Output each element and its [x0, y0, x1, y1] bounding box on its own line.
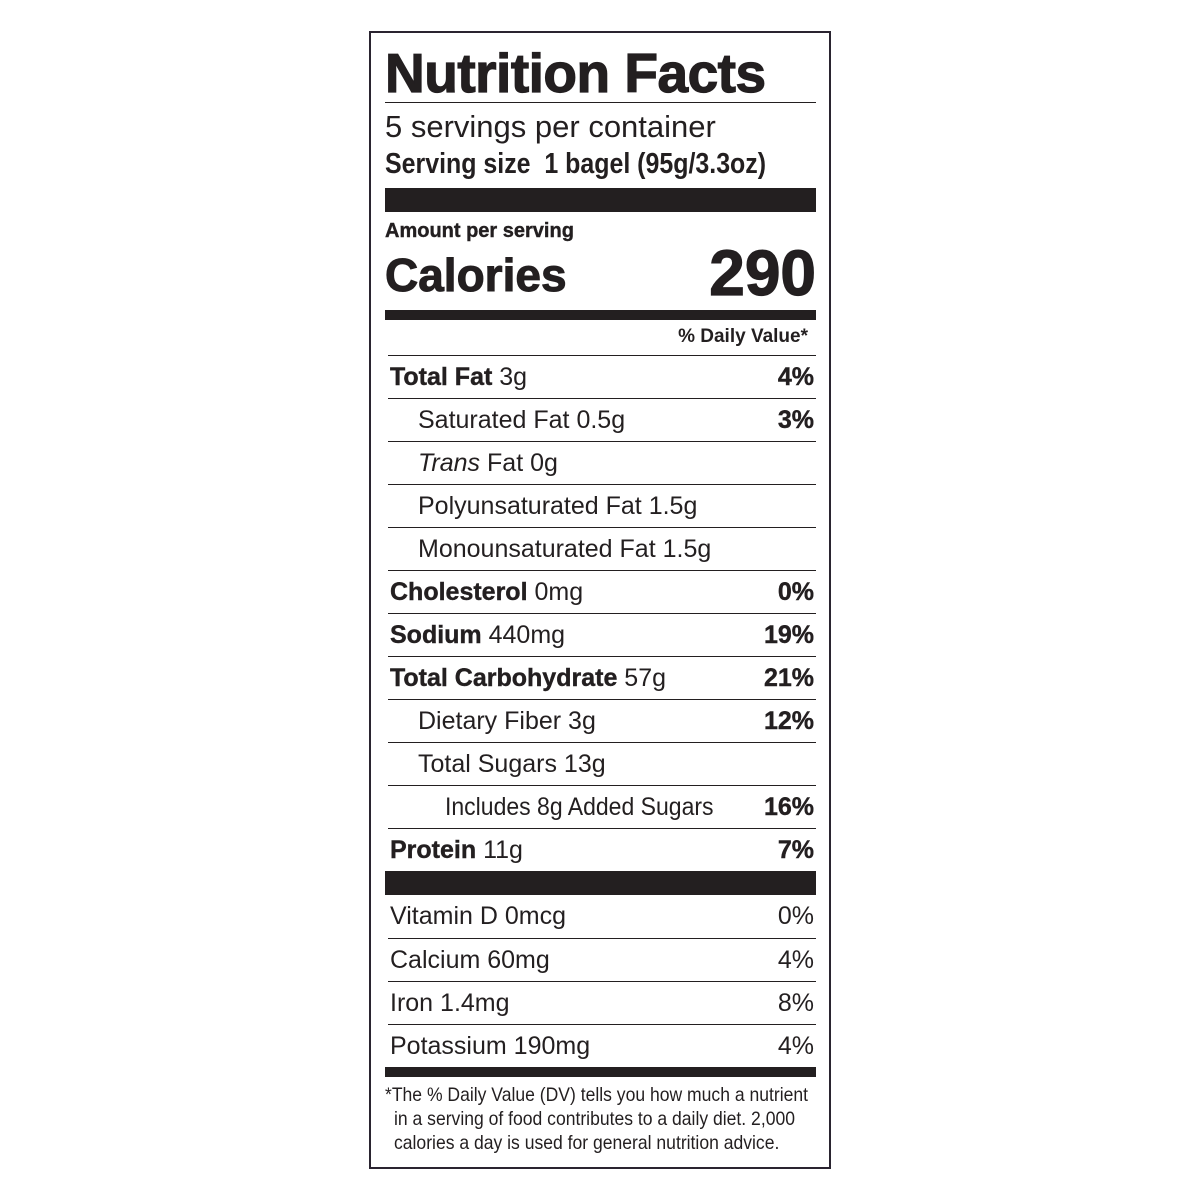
nutrient-row: Monounsaturated Fat 1.5g	[388, 527, 816, 570]
nutrient-row: Protein 11g 7%	[388, 828, 816, 871]
nutrition-facts-label: Nutrition Facts 5 servings per container…	[369, 31, 831, 1169]
thick-divider	[385, 871, 816, 895]
calories-row: Calories 290	[385, 236, 817, 309]
divider	[385, 102, 816, 103]
vitamin-row: Calcium 60mg 4%	[388, 938, 816, 981]
calories-label: Calories	[385, 249, 568, 302]
vitamin-row: Iron 1.4mg 8%	[388, 981, 816, 1024]
vitamin-row: Vitamin D 0mcg 0%	[390, 902, 814, 930]
serving-size: Serving size 1 bagel (95g/3.3oz)	[385, 146, 815, 182]
medium-divider	[385, 310, 816, 320]
label-title: Nutrition Facts	[384, 41, 766, 104]
nutrient-row: Total Fat 3g 4%	[388, 355, 816, 398]
nutrient-row: Polyunsaturated Fat 1.5g	[388, 484, 816, 527]
footnote: *The % Daily Value (DV) tells you how mu…	[385, 1084, 809, 1154]
serving-size-value: 1 bagel (95g/3.3oz)	[544, 148, 767, 180]
servings-per-container: 5 servings per container	[385, 109, 716, 144]
nutrient-row: Includes 8g Added Sugars 16%	[388, 785, 816, 828]
nutrient-row: Total Carbohydrate 57g 21%	[388, 656, 816, 699]
vitamin-row: Potassium 190mg 4%	[388, 1024, 816, 1067]
nutrient-row: Dietary Fiber 3g 12%	[388, 699, 816, 742]
amount-per-serving: Amount per serving	[385, 220, 574, 242]
nutrient-row: Saturated Fat 0.5g 3%	[388, 398, 816, 441]
calories-value: 290	[709, 236, 817, 309]
nutrient-row: Cholesterol 0mg 0%	[388, 570, 816, 613]
nutrient-row: Sodium 440mg 19%	[388, 613, 816, 656]
thick-divider	[385, 188, 816, 212]
serving-size-label: Serving size	[385, 148, 531, 180]
daily-value-header: % Daily Value*	[678, 326, 808, 347]
nutrient-row: Trans Fat 0g	[388, 441, 816, 484]
medium-divider	[385, 1067, 816, 1077]
nutrient-row: Total Sugars 13g	[388, 742, 816, 785]
